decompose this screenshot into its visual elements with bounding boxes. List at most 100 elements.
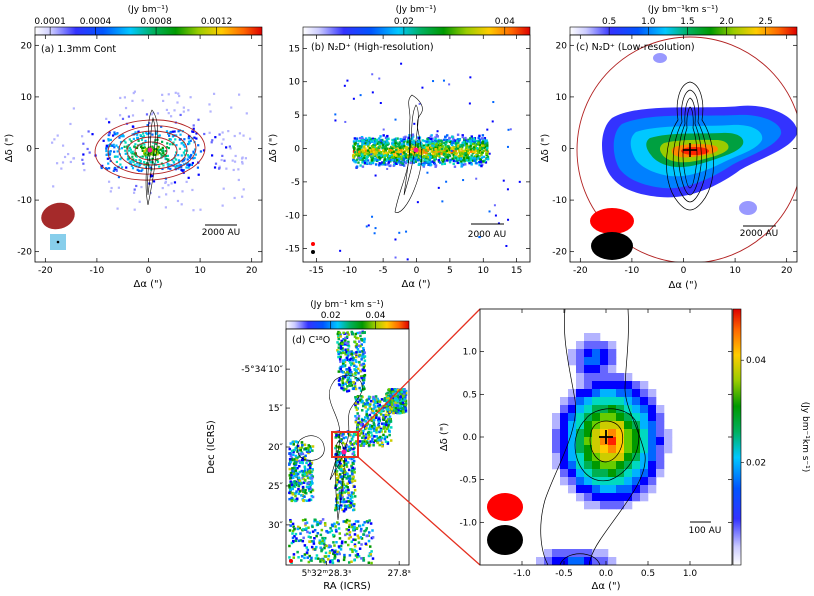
- source-marker-b: [413, 147, 419, 153]
- emission-pixel-b: [400, 143, 404, 146]
- emission-pixel-b: [377, 146, 380, 149]
- emission-pixel-d: [386, 408, 390, 411]
- emission-pixel-d: [354, 359, 357, 362]
- emission-pixel-d: [367, 539, 371, 543]
- emission-pixel-d: [335, 461, 339, 464]
- colorbar-label-c: (Jy bm⁻¹km s⁻¹): [648, 5, 719, 15]
- emission-pixel-e: [576, 397, 585, 406]
- emission-pixel-d: [350, 523, 354, 526]
- emission-pixel-b: [433, 139, 436, 142]
- emission-pixel-a: [146, 133, 149, 136]
- emission-pixel-d: [381, 422, 384, 425]
- colorbar-label-b: (Jy bm⁻¹): [396, 5, 437, 15]
- emission-pixel-d: [288, 447, 292, 451]
- emission-pixel-e: [560, 549, 569, 558]
- emission-pixel-d: [337, 527, 341, 530]
- beam-a-continuum: [41, 202, 75, 230]
- emission-pixel-a: [138, 158, 141, 162]
- emission-pixel-e: [592, 397, 601, 406]
- emission-pixel-e: [608, 421, 617, 430]
- emission-pixel-d: [385, 408, 388, 411]
- emission-pixel-b: [479, 141, 482, 144]
- emission-pixel-b: [419, 152, 422, 156]
- emission-pixel-b: [484, 140, 487, 143]
- emission-pixel-d: [344, 339, 347, 342]
- colorbar-b: [302, 26, 531, 36]
- emission-pixel-e: [552, 413, 561, 422]
- emission-pixel-a: [102, 139, 105, 142]
- emission-pixel-d: [311, 445, 315, 448]
- emission-pixel-b: [470, 135, 473, 138]
- emission-pixel-e: [584, 413, 593, 422]
- emission-pixel-e: [632, 477, 641, 486]
- emission-pixel-d: [353, 335, 357, 338]
- emission-pixel-b: [473, 151, 476, 155]
- emission-pixel-d: [355, 417, 358, 420]
- emission-pixel-d: [389, 400, 392, 404]
- colorbar-tick-label-c: 2.5: [759, 17, 773, 27]
- emission-pixel-a: [123, 139, 126, 142]
- emission-pixel-d: [351, 495, 354, 499]
- emission-pixel-e: [592, 405, 601, 414]
- emission-pixel-b: [466, 153, 469, 156]
- emission-pixel-b: [472, 139, 475, 143]
- emission-pixel-a: [124, 152, 127, 155]
- emission-pixel-d: [291, 476, 295, 479]
- emission-pixel-d: [336, 521, 339, 524]
- emission-pixel-b: [363, 156, 366, 160]
- emission-pixel-b: [469, 76, 472, 79]
- emission-pixel-b: [359, 139, 362, 143]
- emission-pixel-d: [377, 417, 381, 421]
- x-tick-label-b: 15: [511, 266, 522, 276]
- emission-pixel-d: [306, 468, 310, 471]
- emission-pixel-b: [475, 152, 479, 156]
- emission-pixel-e: [632, 445, 641, 454]
- emission-pixel-d: [294, 461, 298, 465]
- colorbar-tick-label-c: 0.5: [602, 17, 616, 27]
- emission-pixel-e: [592, 421, 601, 430]
- emission-pixel-b: [361, 139, 364, 142]
- emission-pixel-e: [576, 453, 585, 462]
- emission-pixel-a: [173, 157, 176, 160]
- emission-pixel-b: [445, 149, 449, 153]
- emission-pixel-d: [290, 449, 294, 453]
- emission-pixel-b: [382, 149, 385, 153]
- emission-pixel-d: [288, 488, 292, 492]
- emission-pixel-d: [379, 405, 382, 408]
- emission-pixel-b: [442, 147, 445, 150]
- emission-pixel-b: [437, 139, 440, 143]
- emission-pixel-b: [381, 161, 384, 164]
- emission-pixel-b: [464, 144, 467, 147]
- emission-pixel-d: [353, 471, 356, 474]
- emission-pixel-d: [303, 474, 306, 478]
- emission-pixel-b: [402, 142, 406, 146]
- emission-pixel-a: [192, 150, 195, 153]
- emission-pixel-d: [370, 424, 374, 428]
- black-contours-b: [394, 94, 423, 213]
- emission-pixel-a: [60, 167, 63, 170]
- emission-pixel-b: [474, 146, 478, 149]
- emission-pixel-e: [624, 501, 633, 510]
- emission-pixel-a: [132, 158, 135, 161]
- emission-pixel-b: [436, 135, 439, 138]
- emission-pixel-e: [656, 461, 665, 470]
- emission-pixel-d: [369, 427, 373, 431]
- emission-pixel-d: [348, 474, 352, 478]
- emission-pixel-d: [328, 551, 332, 555]
- emission-pixel-a: [241, 162, 244, 165]
- emission-pixel-d: [404, 393, 408, 396]
- emission-pixel-d: [352, 357, 355, 360]
- emission-pixel-d: [383, 437, 387, 441]
- emission-pixel-d: [356, 402, 360, 405]
- emission-pixel-b: [385, 151, 388, 155]
- emission-pixel-a: [218, 165, 221, 168]
- emission-pixel-b: [460, 152, 463, 155]
- emission-pixel-d: [338, 486, 341, 490]
- emission-pixel-d: [380, 441, 384, 445]
- emission-pixel-a: [156, 160, 160, 164]
- emission-pixel-a: [194, 153, 197, 156]
- emission-pixel-a: [228, 145, 231, 148]
- emission-pixel-b: [357, 161, 360, 164]
- emission-pixel-d: [371, 409, 375, 413]
- emission-pixel-a: [108, 131, 111, 134]
